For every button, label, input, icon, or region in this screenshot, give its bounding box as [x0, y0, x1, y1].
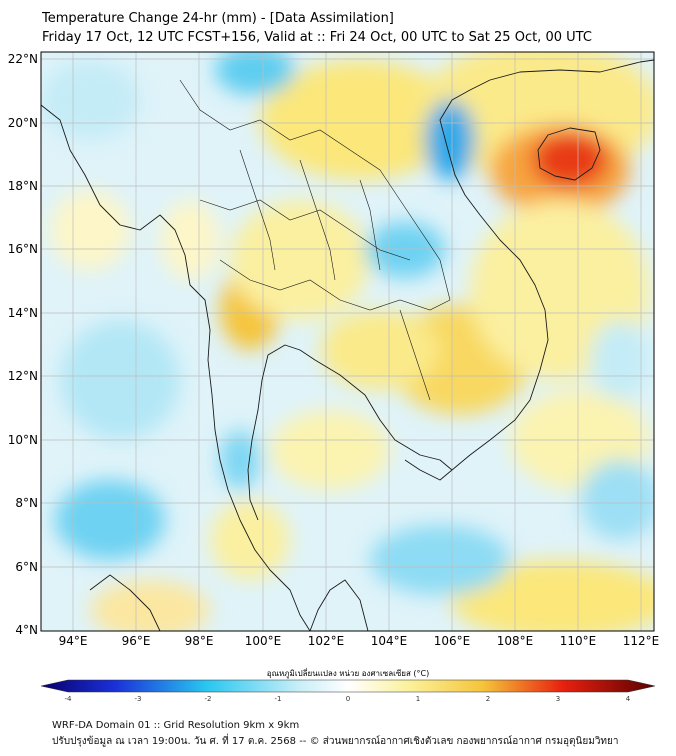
lon-label: 110°E [560, 634, 597, 648]
map-title: Temperature Change 24-hr (mm) - [Data As… [42, 11, 394, 26]
lon-label: 106°E [434, 634, 471, 648]
lat-label: 6°N [15, 560, 38, 574]
latitude-axis: 22°N 20°N 18°N 16°N 14°N 12°N 10°N 8°N 6… [8, 52, 38, 637]
lon-label: 104°E [371, 634, 408, 648]
lat-label: 22°N [8, 52, 38, 66]
lat-label: 12°N [8, 369, 38, 383]
lon-label: 100°E [245, 634, 282, 648]
lon-label: 94°E [59, 634, 88, 648]
colorbar-tick-label: 0 [346, 695, 350, 703]
map-frame [40, 51, 655, 632]
lon-label: 108°E [497, 634, 534, 648]
coastlines [41, 59, 654, 631]
lat-label: 16°N [8, 242, 38, 256]
lat-label: 8°N [15, 496, 38, 510]
province-borders [179, 79, 451, 401]
footer-credit: ปรับปรุงข้อมูล ณ เวลา 19:00น. วัน ศ. ที่… [52, 736, 619, 747]
colorbar-title: อุณหภูมิเปลี่ยนแปลง หน่วย องศาเซลเซียส (… [267, 667, 429, 679]
colorbar-tick-label: -3 [135, 695, 142, 703]
colorbar-tick-label: -2 [205, 695, 212, 703]
map-subtitle: Friday 17 Oct, 12 UTC FCST+156, Valid at… [42, 30, 592, 45]
colorbar-tick-label: -4 [65, 695, 73, 703]
lon-label: 96°E [122, 634, 151, 648]
lat-label: 4°N [15, 623, 38, 637]
temperature-field [41, 52, 654, 631]
colorbar-tick-label: -1 [275, 695, 282, 703]
lon-label: 102°E [308, 634, 345, 648]
colorbar-tick-label: 3 [556, 695, 560, 703]
colorbar-tick-label: 2 [486, 695, 490, 703]
colorbar [40, 679, 656, 693]
lat-label: 18°N [8, 179, 38, 193]
colorbar-tick-label: 1 [416, 695, 420, 703]
lon-label: 98°E [185, 634, 214, 648]
footer-model-info: WRF-DA Domain 01 :: Grid Resolution 9km … [52, 720, 300, 731]
longitude-axis: 94°E 96°E 98°E 100°E 102°E 104°E 106°E 1… [59, 634, 660, 648]
colorbar-tick-label: 4 [626, 695, 631, 703]
graticule [41, 52, 654, 631]
lat-label: 14°N [8, 306, 38, 320]
lon-label: 112°E [623, 634, 660, 648]
lat-label: 10°N [8, 433, 38, 447]
colorbar-ticks: -4 -3 -2 -1 0 1 2 3 4 [65, 695, 631, 703]
lat-label: 20°N [8, 116, 38, 130]
